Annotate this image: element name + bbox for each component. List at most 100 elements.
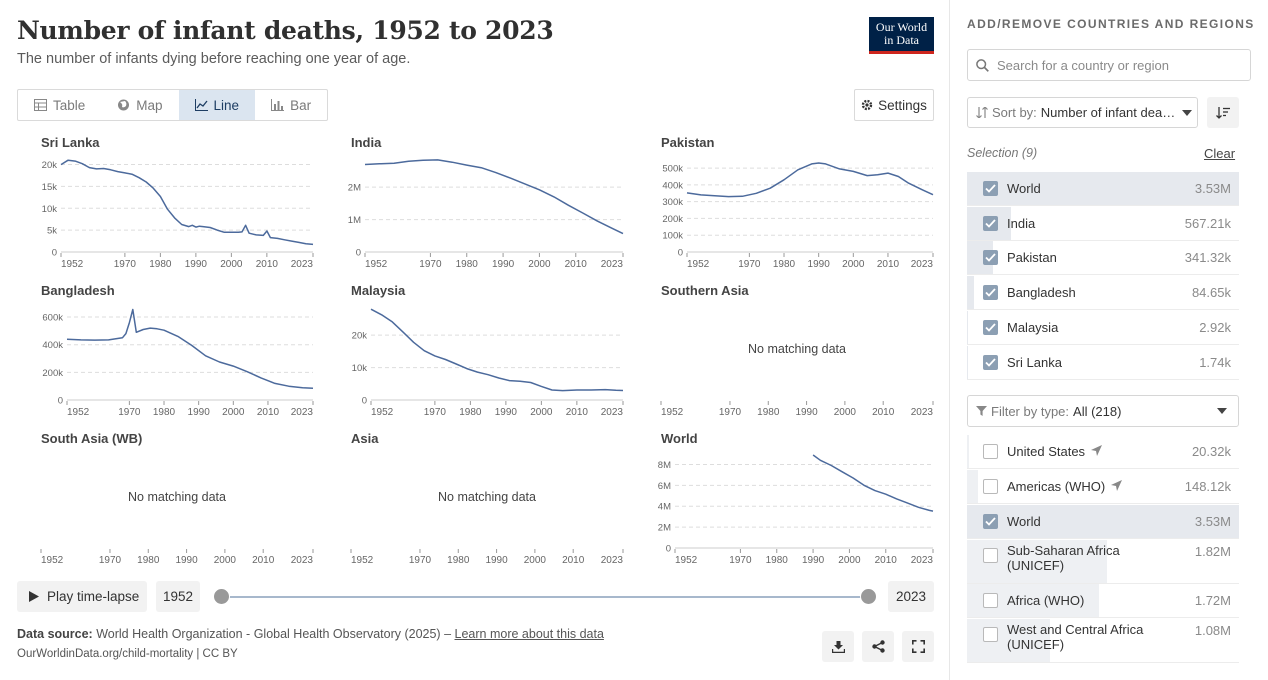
x-tick-label: 1970 bbox=[719, 407, 742, 418]
series-line bbox=[66, 308, 314, 390]
entity-checkbox[interactable] bbox=[983, 354, 998, 370]
entity-row[interactable]: West and Central Africa (UNICEF) 1.08M bbox=[967, 619, 1239, 663]
fullscreen-button[interactable] bbox=[902, 631, 934, 662]
entity-checkbox[interactable] bbox=[983, 627, 998, 642]
tab-bar[interactable]: Bar bbox=[255, 90, 327, 120]
entity-row[interactable]: World 3.53M bbox=[967, 505, 1239, 539]
series-line bbox=[370, 308, 624, 392]
y-tick-label: 500k bbox=[662, 164, 683, 175]
entity-checkbox[interactable] bbox=[983, 181, 998, 196]
entity-checkbox[interactable] bbox=[983, 319, 998, 335]
y-tick-label: 0 bbox=[58, 396, 63, 407]
owid-logo[interactable]: Our World in Data bbox=[869, 17, 934, 54]
filter-type-dropdown[interactable]: Filter by type: All (218) bbox=[967, 395, 1239, 427]
timeline-end-handle[interactable] bbox=[860, 588, 877, 605]
line-chart-icon bbox=[194, 99, 208, 111]
entity-name: West and Central Africa (UNICEF) bbox=[1007, 622, 1144, 652]
play-timelapse-button[interactable]: Play time-lapse bbox=[17, 581, 147, 612]
x-tick-label: 2010 bbox=[256, 259, 279, 270]
play-icon bbox=[29, 591, 39, 602]
end-year-box[interactable]: 2023 bbox=[888, 581, 934, 612]
y-tick-label: 400k bbox=[662, 180, 683, 191]
entity-checkbox[interactable] bbox=[983, 444, 998, 459]
chart-url[interactable]: OurWorldinData.org/child-mortality | CC … bbox=[17, 648, 238, 660]
share-button[interactable] bbox=[862, 631, 894, 662]
x-tick-label: 2010 bbox=[872, 407, 895, 418]
x-tick-label: 1952 bbox=[687, 259, 710, 270]
tab-map[interactable]: Map bbox=[101, 90, 178, 120]
filter-icon bbox=[976, 406, 987, 416]
x-tick-label: 1980 bbox=[149, 259, 172, 270]
small-chart: Malaysia 1952 1970 1980 1990 2000 2010 2023 0 10k… bbox=[351, 283, 624, 418]
start-year-box[interactable]: 1952 bbox=[156, 581, 200, 612]
series-line bbox=[60, 159, 314, 246]
sort-dropdown[interactable]: Sort by: Number of infant deaths bbox=[967, 97, 1198, 128]
small-chart: Bangladesh 1952 1970 1980 1990 2000 2010 2023 0 2… bbox=[41, 283, 314, 418]
small-chart: India 1952 1970 1980 1990 2000 2010 2023 0 1M 2M bbox=[348, 135, 624, 270]
download-button[interactable] bbox=[822, 631, 854, 662]
entity-name: Bangladesh bbox=[1007, 285, 1076, 301]
entity-row[interactable]: United States 20.32k bbox=[967, 435, 1239, 469]
chart-panel-title: Pakistan bbox=[661, 135, 715, 150]
x-tick-label: 1990 bbox=[808, 259, 831, 270]
x-tick-label: 1970 bbox=[118, 407, 141, 418]
entity-row[interactable]: Malaysia 2.92k bbox=[967, 310, 1239, 345]
checkmark-icon bbox=[985, 357, 996, 367]
entity-checkbox[interactable] bbox=[983, 514, 998, 529]
entity-row[interactable]: Sub-Saharan Africa (UNICEF) 1.82M bbox=[967, 540, 1239, 584]
series-line bbox=[812, 454, 934, 512]
small-chart: Sri Lanka 1952 1970 1980 1990 2000 2010 2023 0 5k… bbox=[41, 135, 314, 270]
chart-panel-title: Asia bbox=[351, 431, 379, 446]
search-input[interactable] bbox=[997, 57, 1237, 73]
clear-selection-button[interactable]: Clear bbox=[1204, 146, 1236, 161]
x-tick-label: 2000 bbox=[528, 259, 551, 270]
x-tick-label: 1990 bbox=[492, 259, 515, 270]
timeline-track[interactable] bbox=[221, 596, 868, 598]
x-tick-label: 2000 bbox=[214, 555, 237, 566]
entity-row[interactable]: Pakistan 341.32k bbox=[967, 241, 1239, 276]
timeline-start-handle[interactable] bbox=[213, 588, 230, 605]
y-tick-label: 300k bbox=[662, 197, 683, 208]
globe-icon bbox=[118, 99, 130, 111]
entity-checkbox[interactable] bbox=[983, 479, 998, 494]
learn-more-link[interactable]: Learn more about this data bbox=[454, 627, 604, 641]
search-box[interactable] bbox=[967, 49, 1251, 81]
tab-line[interactable]: Line bbox=[178, 90, 256, 120]
entity-checkbox[interactable] bbox=[983, 250, 998, 266]
entity-value: 148.12k bbox=[1184, 479, 1231, 494]
entity-row[interactable]: Bangladesh 84.65k bbox=[967, 276, 1239, 311]
x-tick-label: 2000 bbox=[842, 259, 865, 270]
entity-row[interactable]: India 567.21k bbox=[967, 206, 1239, 241]
x-tick-label: 1980 bbox=[153, 407, 176, 418]
entity-value: 341.32k bbox=[1184, 250, 1231, 266]
entity-checkbox[interactable] bbox=[983, 593, 998, 608]
source-label: Data source: bbox=[17, 627, 93, 641]
entity-row[interactable]: Africa (WHO) 1.72M bbox=[967, 584, 1239, 618]
y-tick-label: 100k bbox=[662, 231, 683, 242]
chart-panel-title: World bbox=[661, 431, 698, 446]
entity-checkbox[interactable] bbox=[983, 215, 998, 231]
checkmark-icon bbox=[985, 323, 996, 332]
value-bar bbox=[967, 619, 1051, 662]
x-tick-label: 1980 bbox=[137, 555, 160, 566]
settings-button[interactable]: Settings bbox=[854, 89, 934, 121]
entity-row[interactable]: Americas (WHO) 148.12k bbox=[967, 470, 1239, 504]
y-tick-label: 0 bbox=[666, 544, 671, 555]
filter-value: All (218) bbox=[1073, 403, 1122, 419]
entity-checkbox[interactable] bbox=[983, 548, 998, 563]
sort-value: Number of infant deaths bbox=[1040, 105, 1176, 120]
entity-name: India bbox=[1007, 215, 1036, 231]
x-tick-label: 2000 bbox=[222, 407, 245, 418]
entity-row[interactable]: Sri Lanka 1.74k bbox=[967, 345, 1239, 380]
entity-name: Pakistan bbox=[1007, 250, 1057, 266]
tab-table[interactable]: Table bbox=[18, 90, 101, 120]
entity-value: 1.74k bbox=[1199, 354, 1231, 370]
filter-label: Filter by type: bbox=[991, 403, 1070, 419]
sort-label: Sort by: bbox=[992, 105, 1037, 120]
entity-checkbox[interactable] bbox=[983, 285, 998, 301]
share-icon bbox=[871, 640, 885, 653]
y-tick-label: 10k bbox=[352, 363, 368, 374]
x-tick-label: 1952 bbox=[61, 259, 84, 270]
sort-order-button[interactable] bbox=[1207, 97, 1239, 128]
entity-row[interactable]: World 3.53M bbox=[967, 172, 1239, 206]
